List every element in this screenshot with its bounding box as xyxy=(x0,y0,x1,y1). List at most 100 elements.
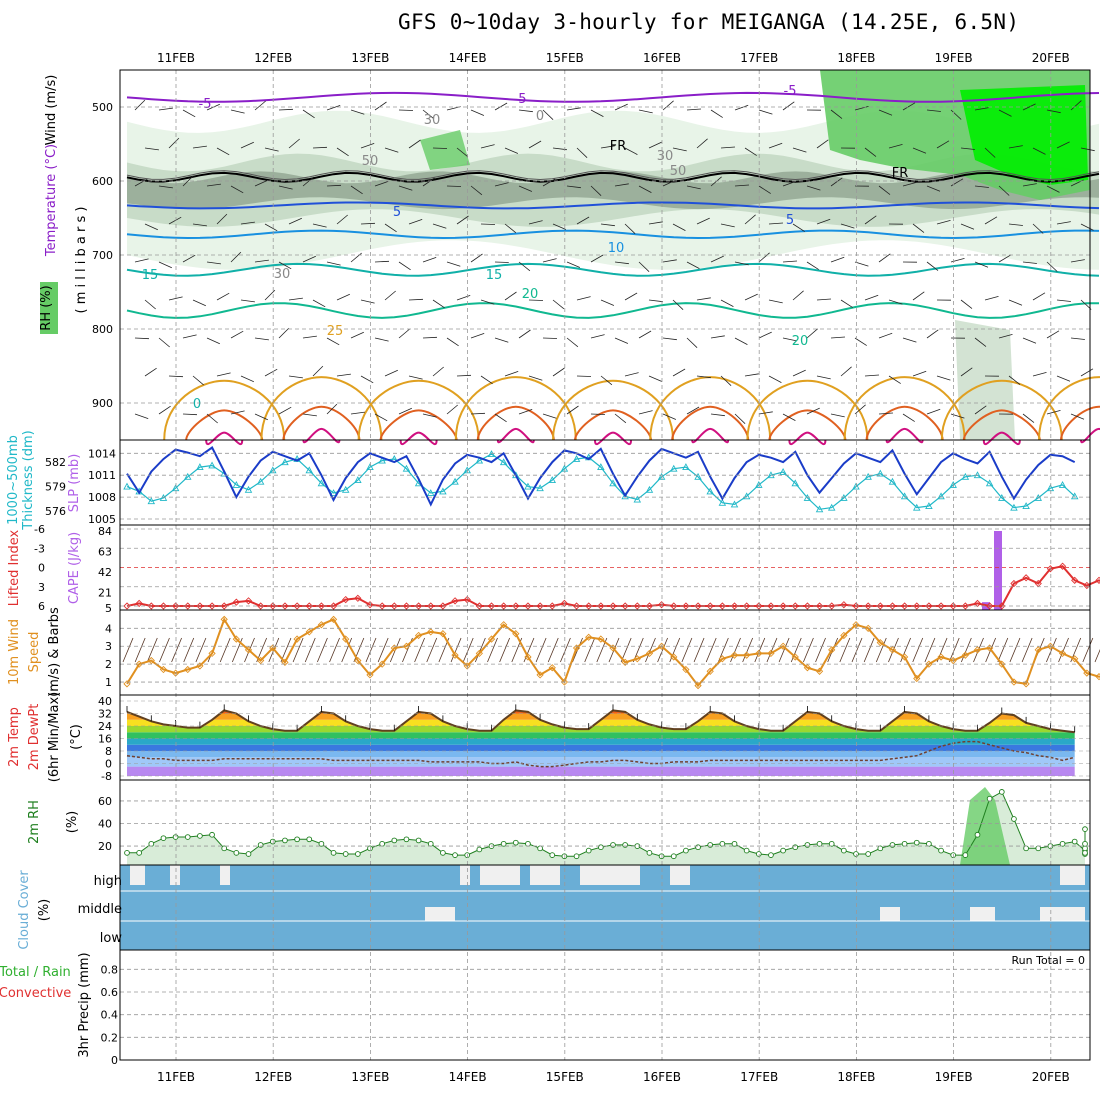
lifted-index-line-point xyxy=(354,594,362,602)
thickness-line-point xyxy=(645,485,654,493)
rh2m-point xyxy=(549,852,556,858)
contour-freezing xyxy=(126,171,1100,183)
wind-barb xyxy=(134,337,150,340)
wind10m-barb xyxy=(766,637,778,663)
wind10m-line-point xyxy=(184,665,192,674)
wind-barb xyxy=(720,146,736,149)
wind10m-barb xyxy=(122,637,134,663)
wind-barb xyxy=(168,137,180,149)
lifted-index-line-point xyxy=(244,597,253,605)
contour-label: 5 xyxy=(393,205,401,220)
wind-barb xyxy=(384,147,399,153)
wind10m-line-point xyxy=(633,655,641,663)
wind10m-panel xyxy=(122,615,1100,690)
wind10m-barb xyxy=(1021,637,1033,663)
wind-barb xyxy=(936,140,950,149)
rh2m-point xyxy=(512,839,519,846)
wind-barb xyxy=(288,138,300,149)
wind-barb xyxy=(374,101,387,111)
lifted-index-line-point xyxy=(451,597,459,605)
diurnal-arc-7-0 xyxy=(843,376,966,441)
diurnal-arc-9-2 xyxy=(1080,427,1100,444)
thickness-line-point xyxy=(864,472,872,480)
rh2m-point xyxy=(233,849,240,856)
wind-barb xyxy=(1032,292,1046,301)
wind-barb xyxy=(326,105,341,111)
wind-barb xyxy=(470,185,483,196)
wind10m-line-point xyxy=(1046,642,1055,650)
wind-barb xyxy=(1080,147,1095,152)
cloud-high-7 xyxy=(670,865,690,885)
date-bottom-18FEB: 18FEB xyxy=(837,1070,875,1084)
wind10m-line-point xyxy=(998,660,1006,668)
wind-barb xyxy=(926,329,939,339)
wind10m-barb xyxy=(547,637,559,663)
wind-barb xyxy=(456,147,469,158)
temp-ytick-0: 0 xyxy=(105,758,112,771)
rh2m-point xyxy=(1071,838,1078,845)
temp2m-line xyxy=(126,709,1075,734)
wind10m-line-point xyxy=(232,635,240,643)
wind-barb xyxy=(672,223,686,231)
wind-barb xyxy=(168,375,184,378)
rh2m-point xyxy=(573,853,580,860)
wind-barb xyxy=(696,375,711,379)
thickness-line-point xyxy=(317,479,326,487)
diurnal-arc-5-1 xyxy=(671,405,750,441)
lifted-index-line-point xyxy=(402,602,411,610)
wind-barb xyxy=(974,107,989,111)
wind10m-line-point xyxy=(767,649,775,658)
wind-barb xyxy=(432,299,445,309)
li-ytick--3: -3 xyxy=(34,542,45,555)
wind10m-barb xyxy=(851,637,863,663)
wind-barb xyxy=(398,407,412,415)
diurnal-arc-0-1 xyxy=(185,409,264,441)
wind-barb xyxy=(926,261,939,271)
wind10m-line-point xyxy=(487,635,496,643)
wind-barb xyxy=(302,176,314,187)
wind-barb xyxy=(144,299,156,310)
wind10m-line xyxy=(126,617,1100,688)
wind10m-line-point xyxy=(937,653,945,661)
wind10m-line-point xyxy=(986,644,994,652)
contour-label: 10 xyxy=(608,241,625,256)
wind10m-barb xyxy=(304,637,316,663)
wind-barb xyxy=(528,140,542,149)
wind10m-barb xyxy=(450,637,462,663)
wind-barb xyxy=(456,215,469,225)
wind-barb xyxy=(1022,183,1037,187)
wind10m-line-point xyxy=(925,660,933,668)
wind10m-line-point xyxy=(803,664,812,672)
diurnal-arc-4-0 xyxy=(552,379,674,441)
wind-barb xyxy=(230,109,245,114)
wind-barb xyxy=(350,252,362,263)
thickness-line-point xyxy=(329,489,338,496)
diurnal-arc-2-1 xyxy=(379,409,458,441)
date-top-19FEB: 19FEB xyxy=(935,51,973,65)
thickness-line-point xyxy=(597,463,605,471)
lifted-index-line-point xyxy=(998,602,1006,610)
wind10m-line-point xyxy=(718,655,726,663)
wind-barb xyxy=(384,369,398,377)
cloud-mid-3 xyxy=(1040,907,1085,921)
lifted-index-line-point xyxy=(694,602,702,610)
precip-ytick-0.4: 0.4 xyxy=(101,1009,119,1022)
lifted-index-line-point xyxy=(1083,581,1091,590)
rh2m-point xyxy=(427,840,434,847)
li-ytick--6: -6 xyxy=(34,523,45,536)
wind-barb xyxy=(768,299,783,304)
thickness-line-point xyxy=(912,503,921,511)
wind-barb xyxy=(984,296,999,301)
wind-barb xyxy=(312,146,328,149)
wind-barb xyxy=(614,103,628,111)
wind10m-line-point xyxy=(305,628,313,636)
lifted-index-line-point xyxy=(196,602,204,610)
wind-barb xyxy=(1046,261,1058,272)
wind-barb xyxy=(278,185,293,190)
cloud-high-1 xyxy=(170,865,180,885)
wind-barb xyxy=(326,337,340,346)
wind-barb xyxy=(974,185,989,188)
wind-barb xyxy=(576,375,592,377)
